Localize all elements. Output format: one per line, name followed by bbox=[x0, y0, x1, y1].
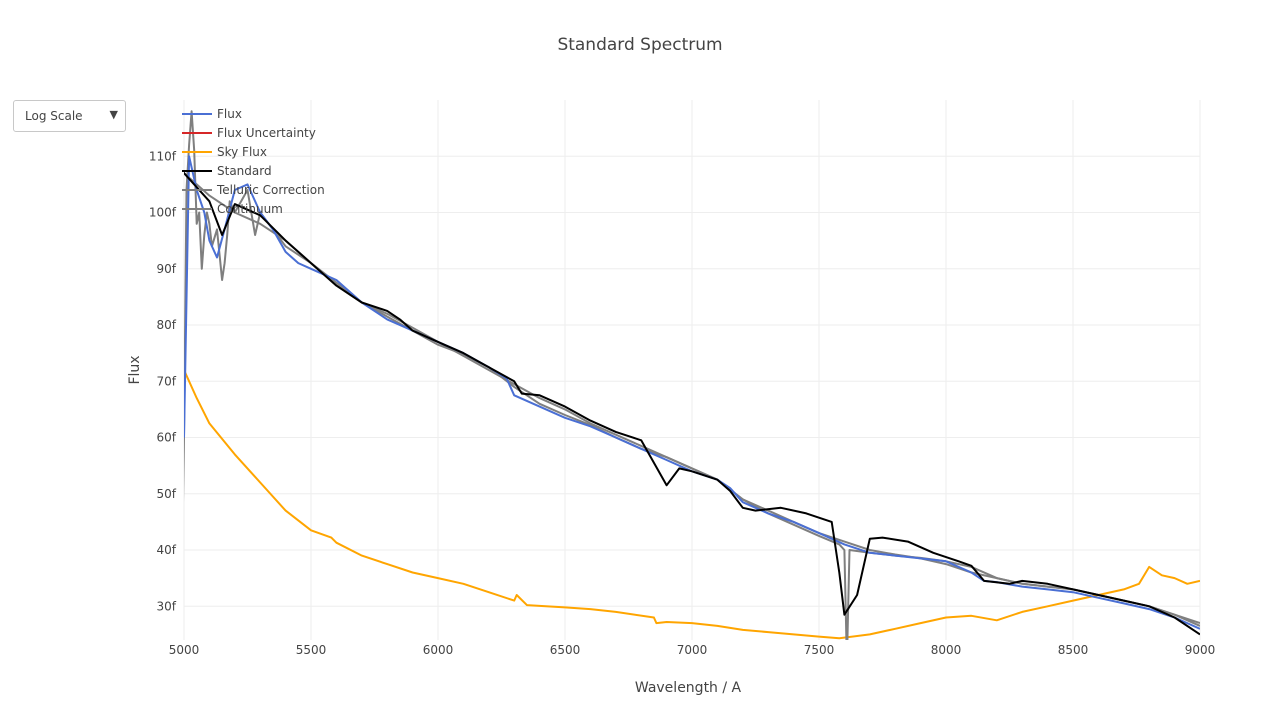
triangle-down-icon: ▼ bbox=[109, 108, 118, 121]
x-tick-label: 5000 bbox=[169, 643, 200, 657]
grid-lines bbox=[183, 100, 1201, 640]
x-tick-label: 7500 bbox=[804, 643, 835, 657]
y-tick-label: 30f bbox=[157, 599, 177, 613]
legend-item-telluric-correction[interactable]: Telluric Correction bbox=[182, 183, 325, 197]
legend-label: Flux Uncertainty bbox=[217, 126, 316, 140]
x-tick-label: 6500 bbox=[550, 643, 581, 657]
y-tick-label: 100f bbox=[149, 206, 177, 220]
y-tick-label: 80f bbox=[157, 318, 177, 332]
legend-item-standard[interactable]: Standard bbox=[182, 164, 272, 178]
x-tick-label: 8500 bbox=[1058, 643, 1089, 657]
legend-item-flux[interactable]: Flux bbox=[182, 107, 242, 121]
y-tick-label: 60f bbox=[157, 431, 177, 445]
x-tick-label: 5500 bbox=[296, 643, 327, 657]
legend-label: Telluric Correction bbox=[216, 183, 325, 197]
chart-title: Standard Spectrum bbox=[557, 35, 722, 55]
series-line-standard bbox=[184, 170, 1200, 636]
scale-dropdown[interactable]: Log Scale ▼ bbox=[13, 100, 126, 132]
y-tick-label: 70f bbox=[157, 374, 177, 388]
series-layer bbox=[184, 110, 1200, 640]
y-axis-label: Flux bbox=[127, 355, 143, 384]
legend-label: Standard bbox=[217, 164, 272, 178]
legend-label: Continuum bbox=[217, 202, 283, 216]
x-tick-label: 9000 bbox=[1185, 643, 1216, 657]
y-axis-ticks: 30f 40f 50f 60f 70f 80f 90f 100f 110f bbox=[149, 149, 177, 613]
series-line-telluric-correction bbox=[184, 110, 1200, 640]
y-tick-label: 90f bbox=[157, 262, 177, 276]
x-tick-label: 8000 bbox=[931, 643, 962, 657]
series-line-sky-flux bbox=[184, 369, 1200, 640]
y-tick-label: 110f bbox=[149, 149, 177, 163]
x-tick-label: 7000 bbox=[677, 643, 708, 657]
y-tick-label: 40f bbox=[157, 543, 177, 557]
scale-dropdown-label: Log Scale bbox=[25, 109, 83, 123]
legend-label: Sky Flux bbox=[217, 145, 267, 159]
legend-item-continuum[interactable]: Continuum bbox=[182, 202, 283, 216]
x-tick-label: 6000 bbox=[423, 643, 454, 657]
legend-item-sky-flux[interactable]: Sky Flux bbox=[182, 145, 267, 159]
legend[interactable]: Flux Flux Uncertainty Sky Flux Standard Tell… bbox=[182, 107, 325, 216]
x-axis-label: Wavelength / A bbox=[635, 680, 742, 696]
y-tick-label: 50f bbox=[157, 487, 177, 501]
x-axis-ticks: 5000 5500 6000 6500 7000 7500 8000 8500 9000 bbox=[169, 643, 1216, 657]
legend-label: Flux bbox=[217, 107, 242, 121]
legend-item-flux-uncertainty[interactable]: Flux Uncertainty bbox=[182, 126, 316, 140]
